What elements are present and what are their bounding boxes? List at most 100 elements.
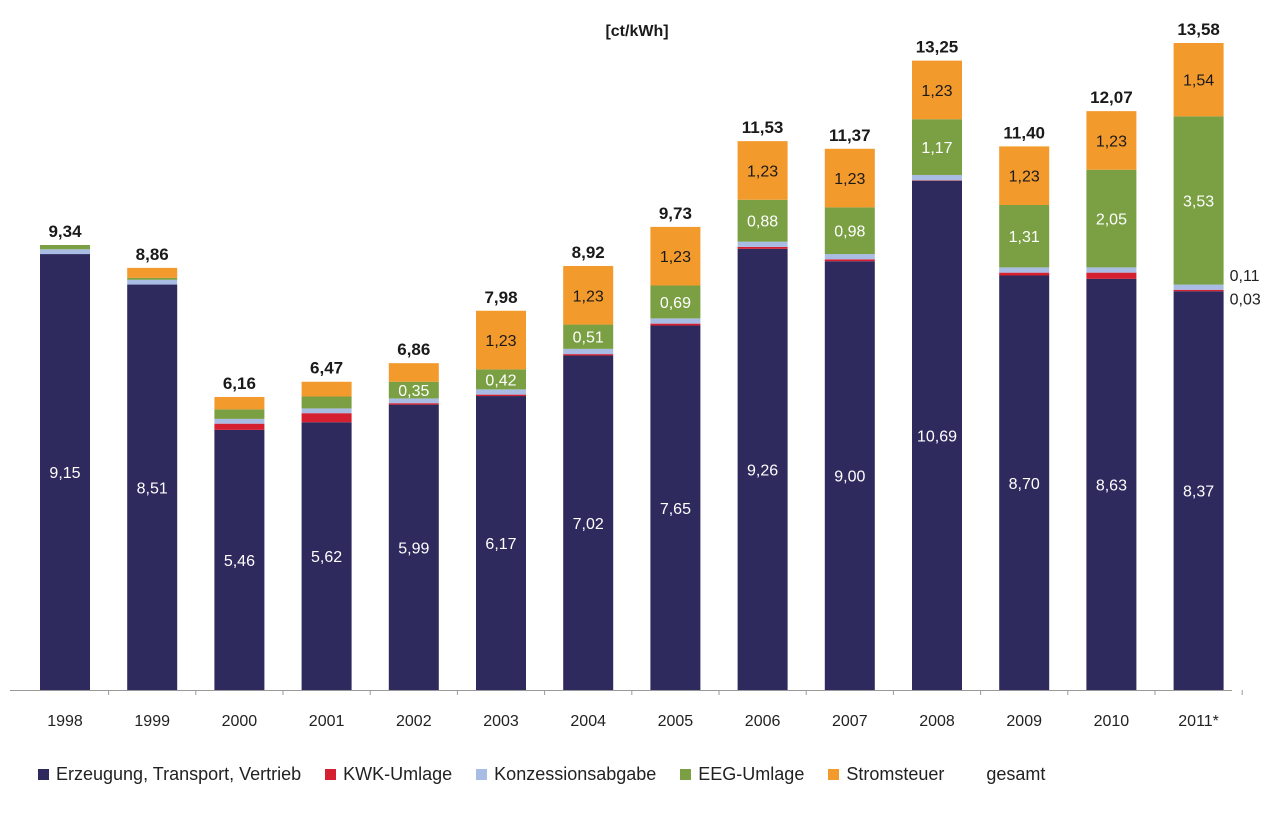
segment-label: 0,51	[573, 330, 604, 347]
legend-swatch	[476, 768, 488, 780]
bar-segment-2006-0	[737, 248, 788, 691]
legend-label: EEG-Umlage	[698, 763, 805, 784]
x-tick-label: 2000	[222, 713, 258, 730]
bar-segment-2001-4	[301, 381, 352, 397]
total-label: 8,92	[572, 243, 605, 262]
bar-segment-2005-1	[650, 323, 701, 326]
segment-label: 9,15	[49, 465, 80, 482]
bar-segment-2009-1	[999, 272, 1050, 276]
bar-segment-2000-4	[214, 396, 265, 410]
legend-item: Stromsteuer	[828, 764, 944, 785]
total-label: 6,86	[397, 340, 430, 359]
legend: Erzeugung, Transport, Vertrieb KWK-Umlage…	[38, 762, 1045, 786]
total-label: 12,07	[1090, 88, 1133, 107]
bar-segment-2004-3	[563, 324, 614, 349]
segment-label: 7,02	[573, 516, 604, 533]
x-tick-layer: 1998 1999 2000 2001 2002 2003 2004 2005 2006 2007…	[47, 690, 1243, 730]
legend-item: EEG-Umlage	[680, 764, 804, 785]
bar-segment-1999-3	[127, 277, 178, 280]
segment-label: 1,23	[1009, 169, 1040, 186]
bar-segment-1998-0	[40, 254, 90, 690]
segment-label: 1,23	[834, 171, 865, 188]
legend-swatch	[680, 768, 692, 780]
segment-label: 1,23	[921, 83, 952, 100]
bar-segment-2007-0	[824, 261, 875, 690]
bar-segment-2010-1	[1086, 272, 1137, 279]
bar-segment-2000-1	[214, 423, 265, 430]
bar-segment-2002-0	[388, 404, 439, 690]
x-tick-label: 2006	[745, 713, 781, 730]
side-annotation: 0,11	[1230, 268, 1260, 285]
bar-segment-2010-4	[1086, 111, 1137, 170]
bar-segment-2011-4	[1173, 43, 1224, 117]
bar-segment-2001-0	[301, 422, 352, 690]
legend-label: KWK-Umlage	[343, 763, 453, 784]
total-label: 11,53	[742, 118, 784, 137]
bar-segment-1999-2	[127, 279, 178, 285]
bar-segment-2011-1	[1173, 289, 1224, 292]
bar-segment-2008-3	[912, 119, 962, 175]
bar-segment-1999-0	[127, 284, 178, 690]
bar-segment-2011-3	[1173, 116, 1224, 285]
bar-segment-2008-0	[912, 180, 962, 690]
segment-label: 0,69	[660, 295, 691, 312]
x-tick-label: 2007	[832, 713, 868, 730]
bar-segment-2004-2	[563, 348, 614, 355]
bar-segment-2004-1	[563, 354, 614, 356]
bars-layer	[40, 43, 1224, 691]
bar-segment-2003-3	[476, 369, 526, 390]
bar-segment-2002-3	[388, 381, 439, 399]
segment-label: 0,98	[834, 224, 865, 241]
bar-segment-1998-2	[40, 249, 90, 255]
segment-label: 5,62	[311, 549, 342, 566]
bar-segment-2009-4	[999, 146, 1050, 205]
bar-segment-2006-2	[737, 241, 788, 247]
x-tick-label: 2010	[1094, 713, 1130, 730]
bar-segment-2001-3	[301, 396, 352, 409]
bar-segment-1998-3	[40, 245, 90, 250]
segment-label: 9,26	[747, 462, 778, 479]
legend-swatch	[325, 768, 337, 780]
segment-label: 5,46	[224, 553, 255, 570]
bar-segment-2000-0	[214, 429, 265, 690]
x-tick-label: 1999	[134, 713, 170, 730]
x-tick-label: 2008	[919, 713, 955, 730]
bar-segment-2003-4	[476, 310, 526, 370]
bar-segment-2008-4	[912, 60, 962, 120]
segment-label: 5,99	[398, 540, 429, 557]
bar-segment-2002-4	[388, 363, 439, 382]
segment-label: 1,23	[573, 288, 604, 305]
bar-segment-2010-0	[1086, 278, 1137, 690]
total-label: 9,73	[659, 204, 692, 223]
x-tick-label: 2001	[309, 713, 345, 730]
bar-segment-2009-0	[999, 275, 1050, 690]
segment-label: 3,53	[1183, 193, 1214, 210]
segment-label: 6,17	[485, 536, 516, 553]
bar-segment-2003-1	[476, 394, 526, 397]
legend-label: Konzessionsabgabe	[494, 763, 657, 784]
segment-label: 1,54	[1183, 73, 1214, 90]
bar-segment-2004-0	[563, 355, 614, 690]
bar-segment-2011-2	[1173, 284, 1224, 290]
x-tick-label: 1998	[47, 713, 83, 730]
x-tick-label: 2009	[1006, 713, 1042, 730]
bar-segment-2002-2	[388, 398, 439, 404]
bar-segment-2009-3	[999, 204, 1050, 268]
bar-segment-2007-2	[824, 254, 875, 260]
segment-label: 8,63	[1096, 477, 1127, 494]
segment-label: 0,88	[747, 214, 778, 231]
legend-total-label: gesamt	[986, 763, 1046, 784]
bar-segment-2001-2	[301, 408, 352, 414]
segment-label: 1,23	[660, 249, 691, 266]
legend-item: Erzeugung, Transport, Vertrieb	[38, 764, 301, 785]
segment-label: 1,17	[921, 140, 952, 157]
segment-label: 9,00	[834, 469, 865, 486]
bar-segment-2005-3	[650, 285, 701, 319]
bar-segment-2007-1	[824, 259, 875, 262]
bar-segment-2002-1	[388, 403, 439, 405]
x-tick-label: 2003	[483, 713, 519, 730]
legend-item: KWK-Umlage	[325, 764, 452, 785]
bar-segment-2006-1	[737, 246, 788, 249]
total-label: 8,86	[136, 245, 169, 264]
segment-label: 1,23	[1096, 133, 1127, 150]
